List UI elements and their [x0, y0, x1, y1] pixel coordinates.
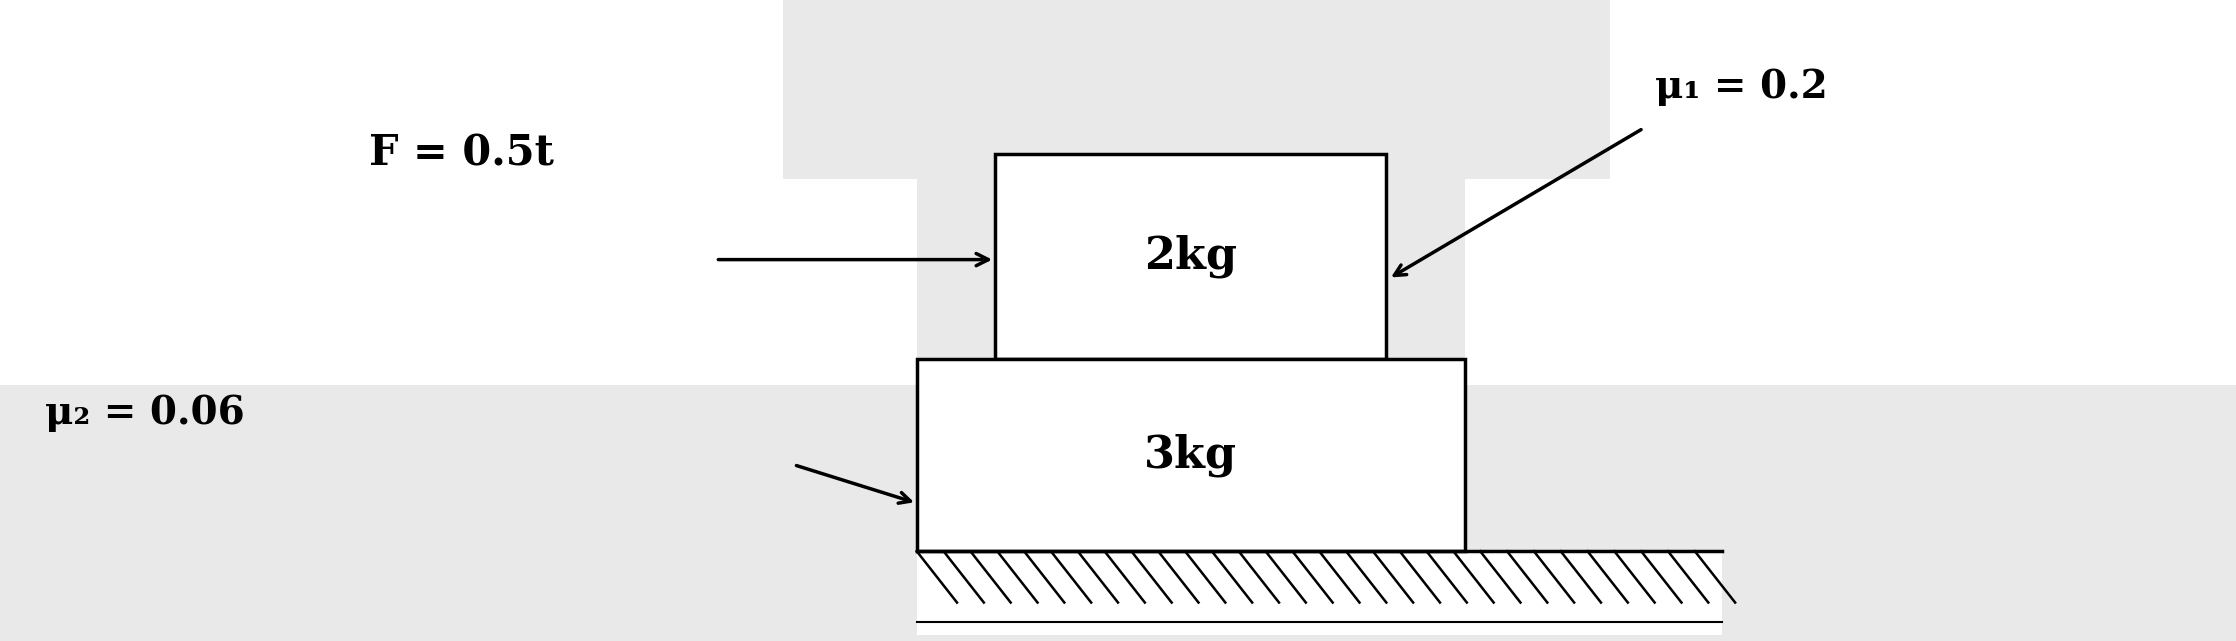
Bar: [0, 179, 2236, 641]
Bar: [0, 179, 917, 385]
Bar: [0, 0, 2236, 179]
Bar: [1610, 0, 2236, 179]
Text: 3kg: 3kg: [1145, 433, 1237, 477]
Bar: [995, 154, 1386, 359]
Bar: [783, 0, 1610, 179]
Text: μ₂ = 0.06: μ₂ = 0.06: [45, 394, 244, 433]
Bar: [1465, 179, 2236, 385]
Bar: [0, 0, 783, 179]
Bar: [917, 359, 1465, 551]
Text: 2kg: 2kg: [1145, 235, 1237, 278]
Text: μ₁ = 0.2: μ₁ = 0.2: [1655, 67, 1827, 106]
Bar: [917, 551, 1722, 635]
Bar: [917, 359, 1465, 551]
Text: F = 0.5t: F = 0.5t: [369, 133, 555, 175]
